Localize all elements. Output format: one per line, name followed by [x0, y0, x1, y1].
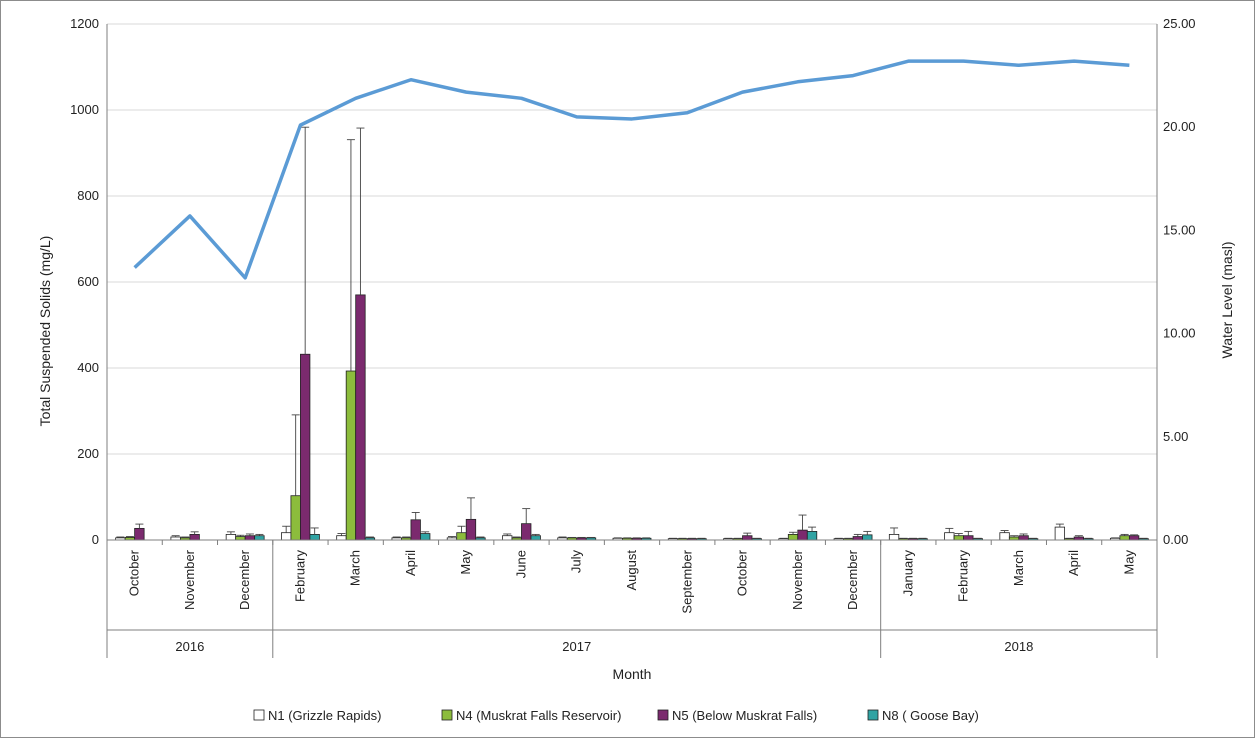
bar — [309, 534, 320, 541]
x-category-label: February — [956, 550, 971, 603]
bar — [502, 535, 513, 541]
bar — [999, 532, 1010, 541]
legend-swatch — [657, 709, 669, 721]
bar — [944, 532, 955, 541]
y2-tick-label: 10.00 — [1163, 326, 1196, 341]
year-group-label: 2016 — [175, 639, 204, 654]
bar — [1119, 535, 1130, 541]
y-tick-label: 1000 — [70, 102, 99, 117]
x-category-label: February — [292, 550, 307, 603]
legend-swatch — [867, 709, 879, 721]
x-category-label: April — [1066, 550, 1081, 576]
y-axis-title: Total Suspended Solids (mg/L) — [37, 236, 53, 427]
legend-label: N5 (Below Muskrat Falls) — [672, 708, 817, 723]
bar — [530, 535, 541, 541]
x-category-label: March — [1011, 550, 1026, 586]
bar — [355, 294, 366, 541]
y-tick-label: 1200 — [70, 16, 99, 31]
bar — [189, 534, 200, 541]
bar — [862, 534, 873, 541]
axes: 0 200 400 600 800 1000 1200 0.00 5.00 10.00 15.00 2… — [70, 16, 1196, 658]
bar — [465, 518, 477, 541]
water-level-line — [133, 59, 1130, 280]
x-category-label: September — [679, 549, 694, 613]
bar — [290, 495, 301, 541]
bar — [456, 532, 467, 541]
bar-series — [115, 294, 1149, 541]
bar — [742, 535, 753, 541]
bar — [134, 527, 145, 541]
x-axis-title: Month — [613, 666, 652, 682]
bar — [336, 535, 347, 541]
x-category-label: December — [845, 549, 860, 610]
x-category-label: June — [513, 550, 528, 578]
bar — [254, 535, 265, 541]
bar — [1018, 535, 1029, 541]
bar — [281, 532, 292, 541]
water-level-line-group — [133, 59, 1130, 280]
bar — [410, 519, 421, 541]
y2-tick-label: 0.00 — [1163, 532, 1188, 547]
bar — [852, 536, 863, 541]
bar — [963, 535, 974, 541]
y-tick-label: 0 — [92, 532, 99, 547]
y-tick-label: 800 — [77, 188, 99, 203]
y-tick-label: 400 — [77, 360, 99, 375]
x-category-label: August — [624, 550, 639, 591]
y2-tick-label: 5.00 — [1163, 429, 1188, 444]
year-group-label: 2017 — [562, 639, 591, 654]
legend-swatch — [253, 709, 265, 721]
y2-tick-label: 25.00 — [1163, 16, 1196, 31]
y-tick-label: 200 — [77, 446, 99, 461]
x-category-label: December — [237, 549, 252, 610]
bar — [300, 353, 311, 541]
bar — [345, 370, 357, 541]
y2-tick-label: 15.00 — [1163, 222, 1196, 237]
bar — [888, 534, 900, 541]
x-category-label: May — [1121, 550, 1136, 575]
bar — [797, 529, 808, 541]
bar — [420, 533, 431, 541]
year-group-label: 2018 — [1004, 639, 1033, 654]
legend: N1 (Grizzle Rapids) N4 (Muskrat Falls Res… — [253, 708, 979, 723]
bar — [1054, 526, 1066, 541]
x-category-label: July — [569, 550, 584, 574]
x-category-label: March — [348, 550, 363, 586]
bar — [953, 535, 964, 541]
legend-label: N4 (Muskrat Falls Reservoir) — [456, 708, 621, 723]
bar — [787, 534, 799, 541]
bar — [1128, 535, 1140, 541]
bar — [521, 523, 532, 541]
legend-label: N1 (Grizzle Rapids) — [268, 708, 381, 723]
bar — [806, 531, 818, 541]
x-category-label: November — [790, 549, 805, 610]
error-bars — [116, 126, 1148, 539]
x-category-label: November — [182, 549, 197, 610]
bar — [225, 534, 237, 541]
y-tick-label: 600 — [77, 274, 99, 289]
x-category-label: April — [403, 550, 418, 576]
y2-axis-title: Water Level (masl) — [1219, 242, 1235, 359]
bar — [244, 535, 256, 541]
legend-label: N8 ( Goose Bay) — [882, 708, 979, 723]
gridlines — [107, 23, 1157, 455]
legend-swatch — [441, 709, 453, 721]
x-category-label: October — [127, 549, 142, 596]
x-category-label: May — [458, 550, 473, 575]
x-category-label: October — [735, 549, 750, 596]
y2-tick-label: 20.00 — [1163, 119, 1196, 134]
bar — [235, 536, 246, 541]
x-category-label: January — [900, 550, 915, 597]
